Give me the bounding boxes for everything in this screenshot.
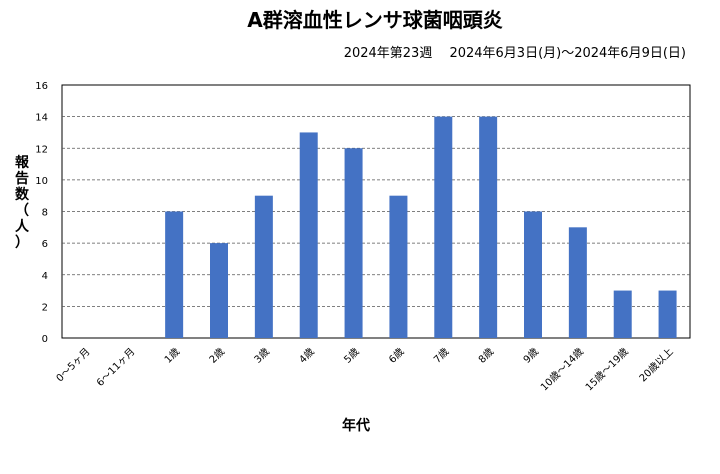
x-tick-label: 6～11ヶ月 — [94, 346, 137, 389]
x-tick-label: 6歳 — [386, 346, 406, 366]
y-tick-label: 14 — [35, 113, 48, 124]
bar — [613, 290, 632, 338]
x-tick-label: 1歳 — [162, 346, 182, 366]
y-axis-label-char: 告 — [15, 170, 29, 187]
y-tick-label: 4 — [42, 271, 48, 282]
bar — [479, 116, 498, 338]
x-axis-ticks: 0～5ヶ月 6～11ヶ月 1歳 2歳 3歳 4歳 5歳 6歳 7歳 8歳 9歳10歳～14歳15歳～… — [54, 346, 676, 394]
plot-area — [61, 84, 691, 339]
bar — [210, 243, 228, 338]
x-axis-label: 年代 — [342, 417, 370, 434]
y-tick-label: 0 — [42, 334, 48, 345]
y-tick-label: 8 — [42, 208, 48, 219]
x-tick-label: 3歳 — [252, 346, 272, 366]
bar — [434, 116, 453, 338]
y-tick-label: 16 — [35, 81, 48, 92]
x-tick-label: 15歳～19歳 — [583, 346, 631, 394]
x-tick-label: 0～5ヶ月 — [54, 346, 93, 385]
chart-subtitle: 2024年第23週 2024年6月3日(月)～2024年6月9日(日) — [344, 46, 686, 61]
chart-title: A群溶血性レンサ球菌咽頭炎 — [247, 8, 502, 32]
y-axis-label: 報告数（人） — [15, 154, 30, 251]
bar — [165, 211, 184, 338]
x-tick-label: 2歳 — [207, 346, 227, 366]
y-axis-label-char: （ — [15, 203, 29, 219]
y-axis-label-char: 人 — [15, 218, 30, 235]
y-tick-label: 2 — [42, 302, 48, 313]
y-axis-ticks: 0 2 4 6 8 10 12 14 16 — [35, 81, 48, 345]
x-tick-label: 4歳 — [297, 346, 317, 366]
x-tick-label: 8歳 — [476, 346, 496, 366]
y-axis-label-char: 数 — [15, 186, 30, 203]
bar — [299, 132, 318, 338]
x-tick-label: 9歳 — [521, 346, 541, 366]
bars — [165, 116, 677, 338]
x-tick-label: 5歳 — [342, 346, 362, 366]
y-tick-label: 6 — [42, 239, 48, 250]
bar — [658, 290, 677, 338]
bar — [389, 195, 408, 338]
y-axis-label-char: ） — [15, 235, 29, 251]
y-tick-label: 10 — [35, 176, 48, 187]
x-tick-label: 7歳 — [431, 346, 451, 366]
bar — [344, 148, 363, 338]
y-axis-label-char: 報 — [15, 154, 30, 171]
x-tick-label: 20歳以上 — [637, 346, 676, 385]
bar — [568, 227, 587, 338]
x-tick-label: 10歳～14歳 — [538, 346, 586, 394]
bar — [524, 211, 542, 338]
bar — [254, 195, 273, 338]
y-tick-label: 12 — [35, 144, 48, 155]
